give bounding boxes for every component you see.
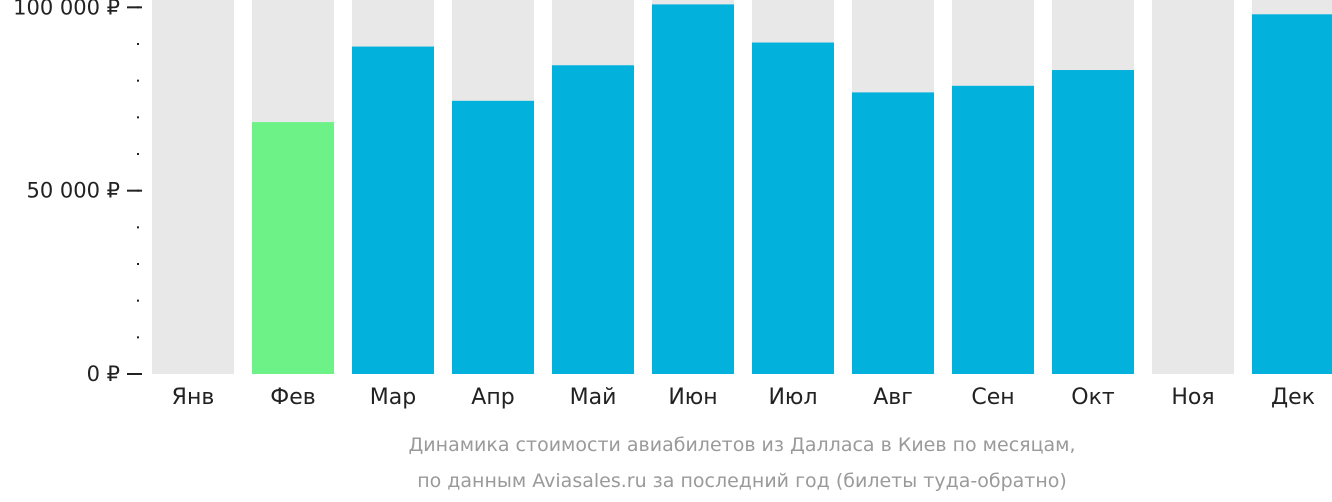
chart-caption: Динамика стоимости авиабилетов из Даллас… (408, 434, 1075, 492)
x-tick-label: Дек (1271, 385, 1315, 410)
x-tick-label: Фев (270, 385, 315, 410)
bar-background (152, 0, 234, 374)
x-tick-label: Окт (1071, 385, 1115, 410)
bar[interactable] (452, 100, 534, 374)
bar[interactable] (1252, 14, 1332, 375)
caption-line-1: Динамика стоимости авиабилетов из Даллас… (408, 434, 1075, 456)
bars (252, 4, 1332, 375)
caption-line-2: по данным Aviasales.ru за последний год … (417, 470, 1067, 492)
x-tick-label: Мар (370, 385, 416, 410)
bar[interactable] (752, 42, 834, 375)
x-tick-label: Сен (971, 385, 1014, 410)
y-axis: 0 ₽ 50 000 ₽ 100 000 ₽ (13, 0, 142, 386)
bar[interactable] (552, 65, 634, 375)
x-tick-label: Апр (471, 385, 514, 410)
y-tick-label: 50 000 ₽ (26, 179, 120, 203)
bar[interactable] (852, 92, 934, 375)
x-tick-label: Авг (873, 385, 913, 410)
bar[interactable] (252, 122, 334, 374)
x-tick-label: Ноя (1171, 385, 1214, 410)
bar[interactable] (652, 4, 734, 375)
bar-background (1152, 0, 1234, 374)
y-tick-label: 0 ₽ (87, 362, 120, 386)
x-tick-label: Июн (668, 385, 717, 410)
x-axis: Янв Фев Мар Апр Май Июн Июл Авг Сен Окт Ноя Дек (172, 385, 1315, 410)
x-tick-label: Май (570, 385, 617, 410)
x-tick-label: Янв (172, 385, 215, 410)
bar[interactable] (952, 85, 1034, 375)
bar[interactable] (1052, 70, 1134, 375)
bar[interactable] (352, 46, 434, 375)
x-tick-label: Июл (768, 385, 817, 410)
y-tick-label: 100 000 ₽ (13, 0, 120, 19)
